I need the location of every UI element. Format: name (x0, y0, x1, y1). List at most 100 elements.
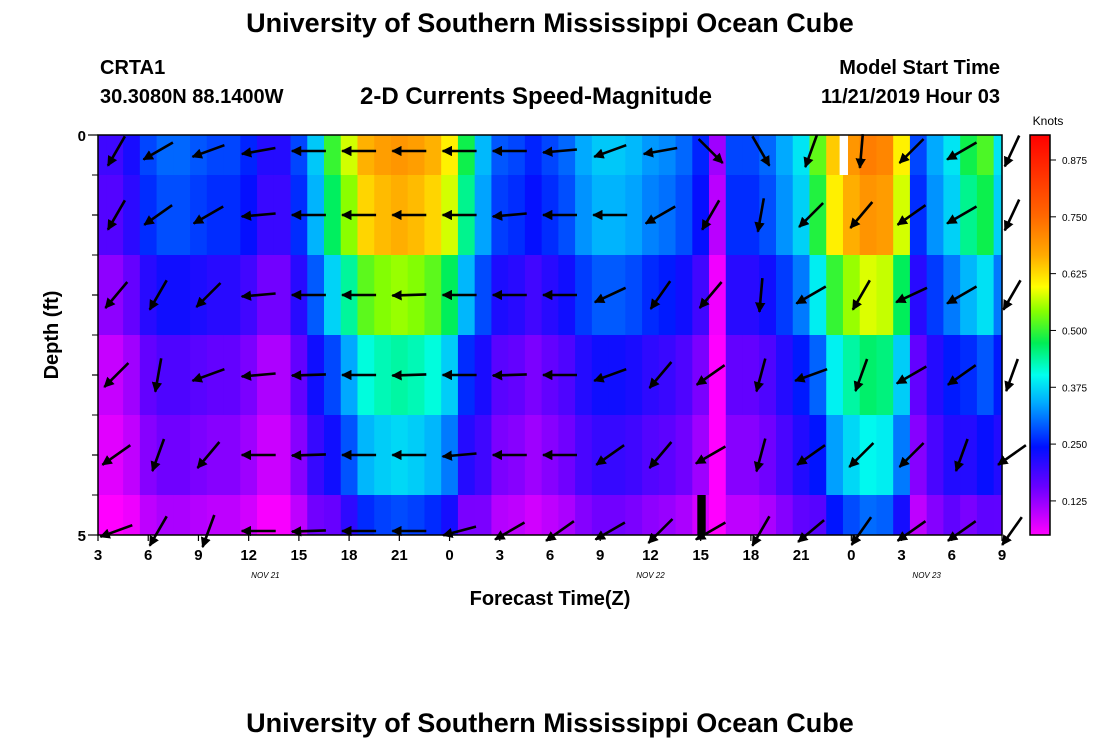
heatmap-cell (206, 415, 225, 495)
heatmap-cell (859, 415, 878, 495)
heatmap-cell (692, 415, 710, 495)
heatmap-cell (725, 415, 744, 495)
heatmap-cell (324, 255, 342, 335)
heatmap-cell (374, 495, 392, 535)
heatmap-cell (324, 175, 342, 255)
current-vector (290, 450, 326, 461)
heatmap-cell (976, 335, 995, 415)
current-vector (545, 520, 575, 542)
heatmap-cell (139, 415, 158, 495)
current-vector (946, 205, 978, 225)
x-tick-label: 21 (793, 547, 810, 564)
heatmap-cell (524, 255, 543, 335)
heatmap-cell (575, 175, 593, 255)
x-tick-label: 3 (94, 547, 102, 564)
heatmap-cell (960, 135, 978, 175)
heatmap-cell (926, 495, 945, 535)
current-vector (753, 438, 767, 473)
heatmap-cell (608, 255, 626, 335)
current-vector (142, 141, 174, 161)
heatmap-cell (742, 335, 760, 415)
heatmap-cell (909, 415, 928, 495)
current-vector (391, 370, 427, 381)
heatmap-cell (842, 175, 861, 255)
x-tick-label: 15 (291, 547, 308, 564)
heatmap-cell (792, 135, 811, 175)
heatmap-cell (675, 495, 693, 535)
current-vector (143, 204, 173, 226)
heatmap-cell (173, 335, 191, 415)
heatmap-cell (893, 255, 911, 335)
heatmap-cell (943, 255, 961, 335)
heatmap-cell (692, 335, 710, 415)
heatmap-cell (223, 175, 241, 255)
heatmap-cell (893, 335, 911, 415)
x-tick-label: 3 (897, 547, 905, 564)
heatmap-cell (809, 175, 827, 255)
missing-data-cell (839, 135, 848, 175)
model-start-time: 11/21/2019 Hour 03 (820, 86, 1000, 108)
heatmap-cell (340, 135, 359, 175)
heatmap-cell (98, 175, 107, 255)
current-vector (191, 143, 225, 159)
heatmap-cell (826, 175, 844, 255)
current-vector (694, 445, 727, 465)
heatmap-cell (558, 495, 576, 535)
current-vector (898, 138, 925, 164)
current-vector (649, 280, 672, 310)
current-vector (648, 361, 673, 389)
heatmap-cell (792, 255, 811, 335)
heatmap-cell (658, 495, 677, 535)
x-tick-label: 0 (445, 547, 453, 564)
heatmap-cell (792, 415, 811, 495)
heatmap-cell (976, 415, 995, 495)
heatmap-cell (457, 495, 476, 535)
current-vector (851, 279, 871, 311)
heatmap-cell (792, 495, 811, 535)
heatmap-cell (909, 175, 928, 255)
heatmap-cell (926, 255, 945, 335)
heatmap-cell (474, 335, 493, 415)
heatmap-cell (742, 495, 760, 535)
current-vector (240, 290, 276, 301)
heatmap-cell (625, 175, 643, 255)
heatmap-cell (139, 255, 158, 335)
heatmap-cell (223, 255, 241, 335)
heatmap-cell (776, 175, 794, 255)
current-vector (1003, 199, 1021, 232)
heatmap-cell (893, 495, 911, 535)
heatmap-cell (976, 135, 995, 175)
current-vector (196, 441, 221, 469)
colorbar-label: Knots (1033, 114, 1064, 128)
heatmap-cell (993, 255, 1003, 335)
heatmap-cell (909, 255, 928, 335)
current-vector (595, 444, 625, 466)
heatmap-cell (842, 335, 861, 415)
heatmap-cell (441, 135, 459, 175)
current-vector (855, 133, 866, 169)
current-vector (191, 367, 225, 383)
current-vector (101, 444, 132, 466)
current-vector (1004, 358, 1020, 392)
heatmap-cell (742, 135, 760, 175)
x-tick-label: 9 (596, 547, 604, 564)
heatmap-cell (809, 135, 827, 175)
footer-title: University of Southern Mississippi Ocean… (246, 708, 854, 738)
current-vector (240, 370, 276, 381)
heatmap-cell (759, 335, 777, 415)
heatmap-cell (457, 135, 476, 175)
heatmap-cell (926, 135, 945, 175)
heatmap-cell (692, 175, 710, 255)
current-vector (106, 135, 127, 167)
current-vector (946, 141, 978, 161)
current-vector (148, 515, 168, 547)
current-vector (192, 205, 224, 225)
x-tick-label: 6 (546, 547, 554, 564)
heatmap-cell (223, 495, 241, 535)
heatmap-cell (139, 495, 158, 535)
colorbar-tick-label: 0.250 (1062, 440, 1087, 451)
colorbar-tick-label: 0.625 (1062, 270, 1087, 281)
heatmap-cell (642, 175, 660, 255)
heatmap-cell (658, 415, 677, 495)
heatmap-cell (524, 335, 543, 415)
